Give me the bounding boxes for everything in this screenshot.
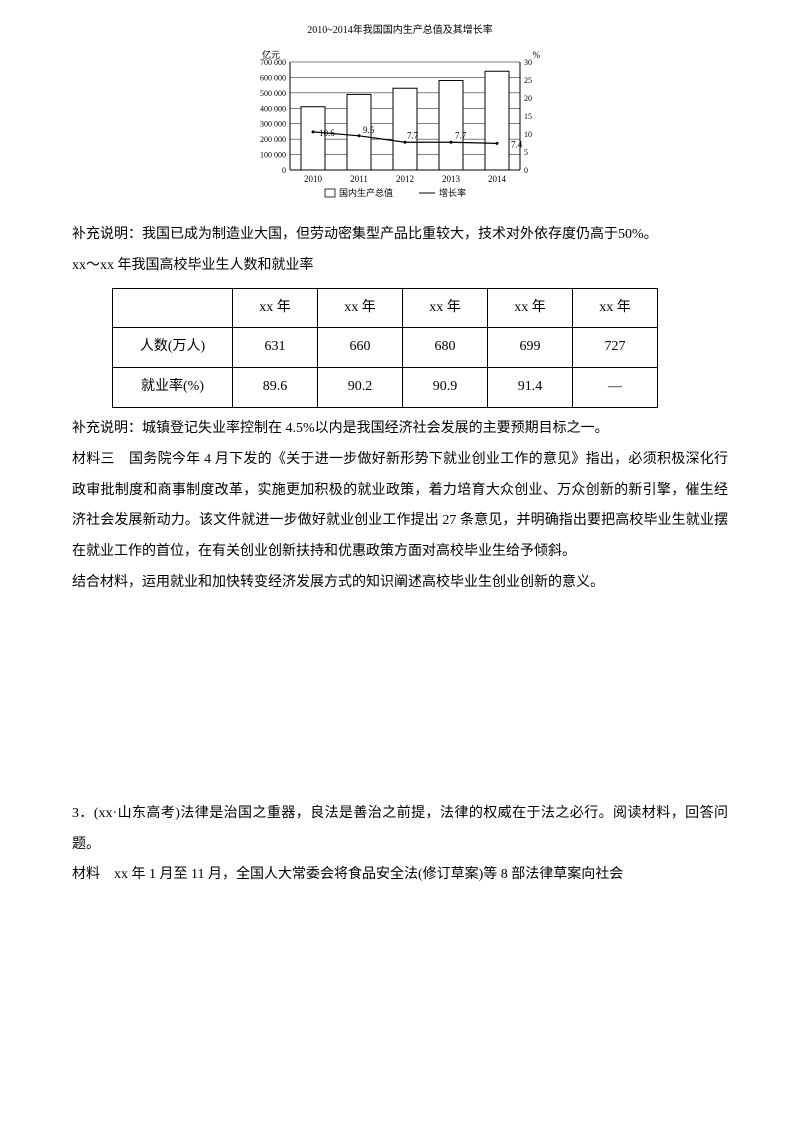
svg-text:7.7: 7.7 [407,130,419,140]
svg-text:400 000: 400 000 [260,104,286,113]
table-header: xx 年 [318,288,403,328]
svg-text:15: 15 [524,112,532,121]
svg-text:2014: 2014 [488,174,507,184]
svg-text:700 000: 700 000 [260,58,286,67]
svg-text:2013: 2013 [442,174,461,184]
svg-text:2012: 2012 [396,174,414,184]
table-header-row: xx 年 xx 年 xx 年 xx 年 xx 年 [113,288,658,328]
table-caption: xx～xx 年我国高校毕业生人数和就业率 [72,251,728,282]
table-row: 人数(万人) 631 660 680 699 727 [113,328,658,368]
table-header: xx 年 [233,288,318,328]
table-cell: 680 [403,328,488,368]
svg-text:2011: 2011 [350,174,368,184]
question-3-heading: 3．(xx·山东高考)法律是治国之重器，良法是善治之前提，法律的权威在于法之必行… [72,799,728,861]
svg-text:10.6: 10.6 [319,128,335,138]
svg-text:0: 0 [524,166,528,175]
svg-text:2010: 2010 [304,174,323,184]
question-prompt: 结合材料，运用就业和加快转变经济发展方式的知识阐述高校毕业生创业创新的意义。 [72,568,728,599]
table-row-label: 就业率(%) [113,368,233,408]
table-cell: 631 [233,328,318,368]
svg-text:0: 0 [282,166,286,175]
chart-title: 2010~2014年我国国内生产总值及其增长率 [235,20,565,42]
svg-text:25: 25 [524,76,532,85]
svg-text:500 000: 500 000 [260,89,286,98]
svg-text:300 000: 300 000 [260,120,286,129]
svg-text:增长率: 增长率 [439,187,466,198]
material-three: 材料三 国务院今年 4 月下发的《关于进一步做好新形势下就业创业工作的意见》指出… [72,445,728,568]
gdp-chart: 2010~2014年我国国内生产总值及其增长率 亿元%0100 000200 0… [72,20,728,210]
svg-text:9.5: 9.5 [363,125,375,135]
table-corner [113,288,233,328]
svg-text:7.7: 7.7 [455,130,467,140]
svg-text:5: 5 [524,148,528,157]
table-header: xx 年 [488,288,573,328]
svg-text:200 000: 200 000 [260,135,286,144]
svg-text:100 000: 100 000 [260,151,286,160]
table-cell: 91.4 [488,368,573,408]
svg-text:20: 20 [524,94,532,103]
table-cell: 89.6 [233,368,318,408]
blank-space [72,599,728,799]
svg-text:600 000: 600 000 [260,73,286,82]
table-cell: 699 [488,328,573,368]
table-cell: 90.9 [403,368,488,408]
graduate-table: xx 年 xx 年 xx 年 xx 年 xx 年 人数(万人) 631 660 … [112,288,658,408]
svg-text:国内生产总值: 国内生产总值 [339,187,393,198]
gdp-chart-svg: 亿元%0100 000200 000300 000400 000500 0006… [235,44,565,210]
table-cell: 660 [318,328,403,368]
table-cell: — [573,368,658,408]
table-row-label: 人数(万人) [113,328,233,368]
svg-text:7.4: 7.4 [511,139,523,149]
svg-text:10: 10 [524,130,532,139]
supplement-note-1: 补充说明：我国已成为制造业大国，但劳动密集型产品比重较大，技术对外依存度仍高于5… [72,220,728,251]
supplement-note-2: 补充说明：城镇登记失业率控制在 4.5%以内是我国经济社会发展的主要预期目标之一… [72,414,728,445]
table-cell: 90.2 [318,368,403,408]
svg-text:%: % [533,50,541,60]
table-header: xx 年 [573,288,658,328]
table-cell: 727 [573,328,658,368]
table-row: 就业率(%) 89.6 90.2 90.9 91.4 — [113,368,658,408]
question-3-material: 材料 xx 年 1 月至 11 月，全国人大常委会将食品安全法(修订草案)等 8… [72,860,728,891]
table-header: xx 年 [403,288,488,328]
svg-text:30: 30 [524,58,532,67]
